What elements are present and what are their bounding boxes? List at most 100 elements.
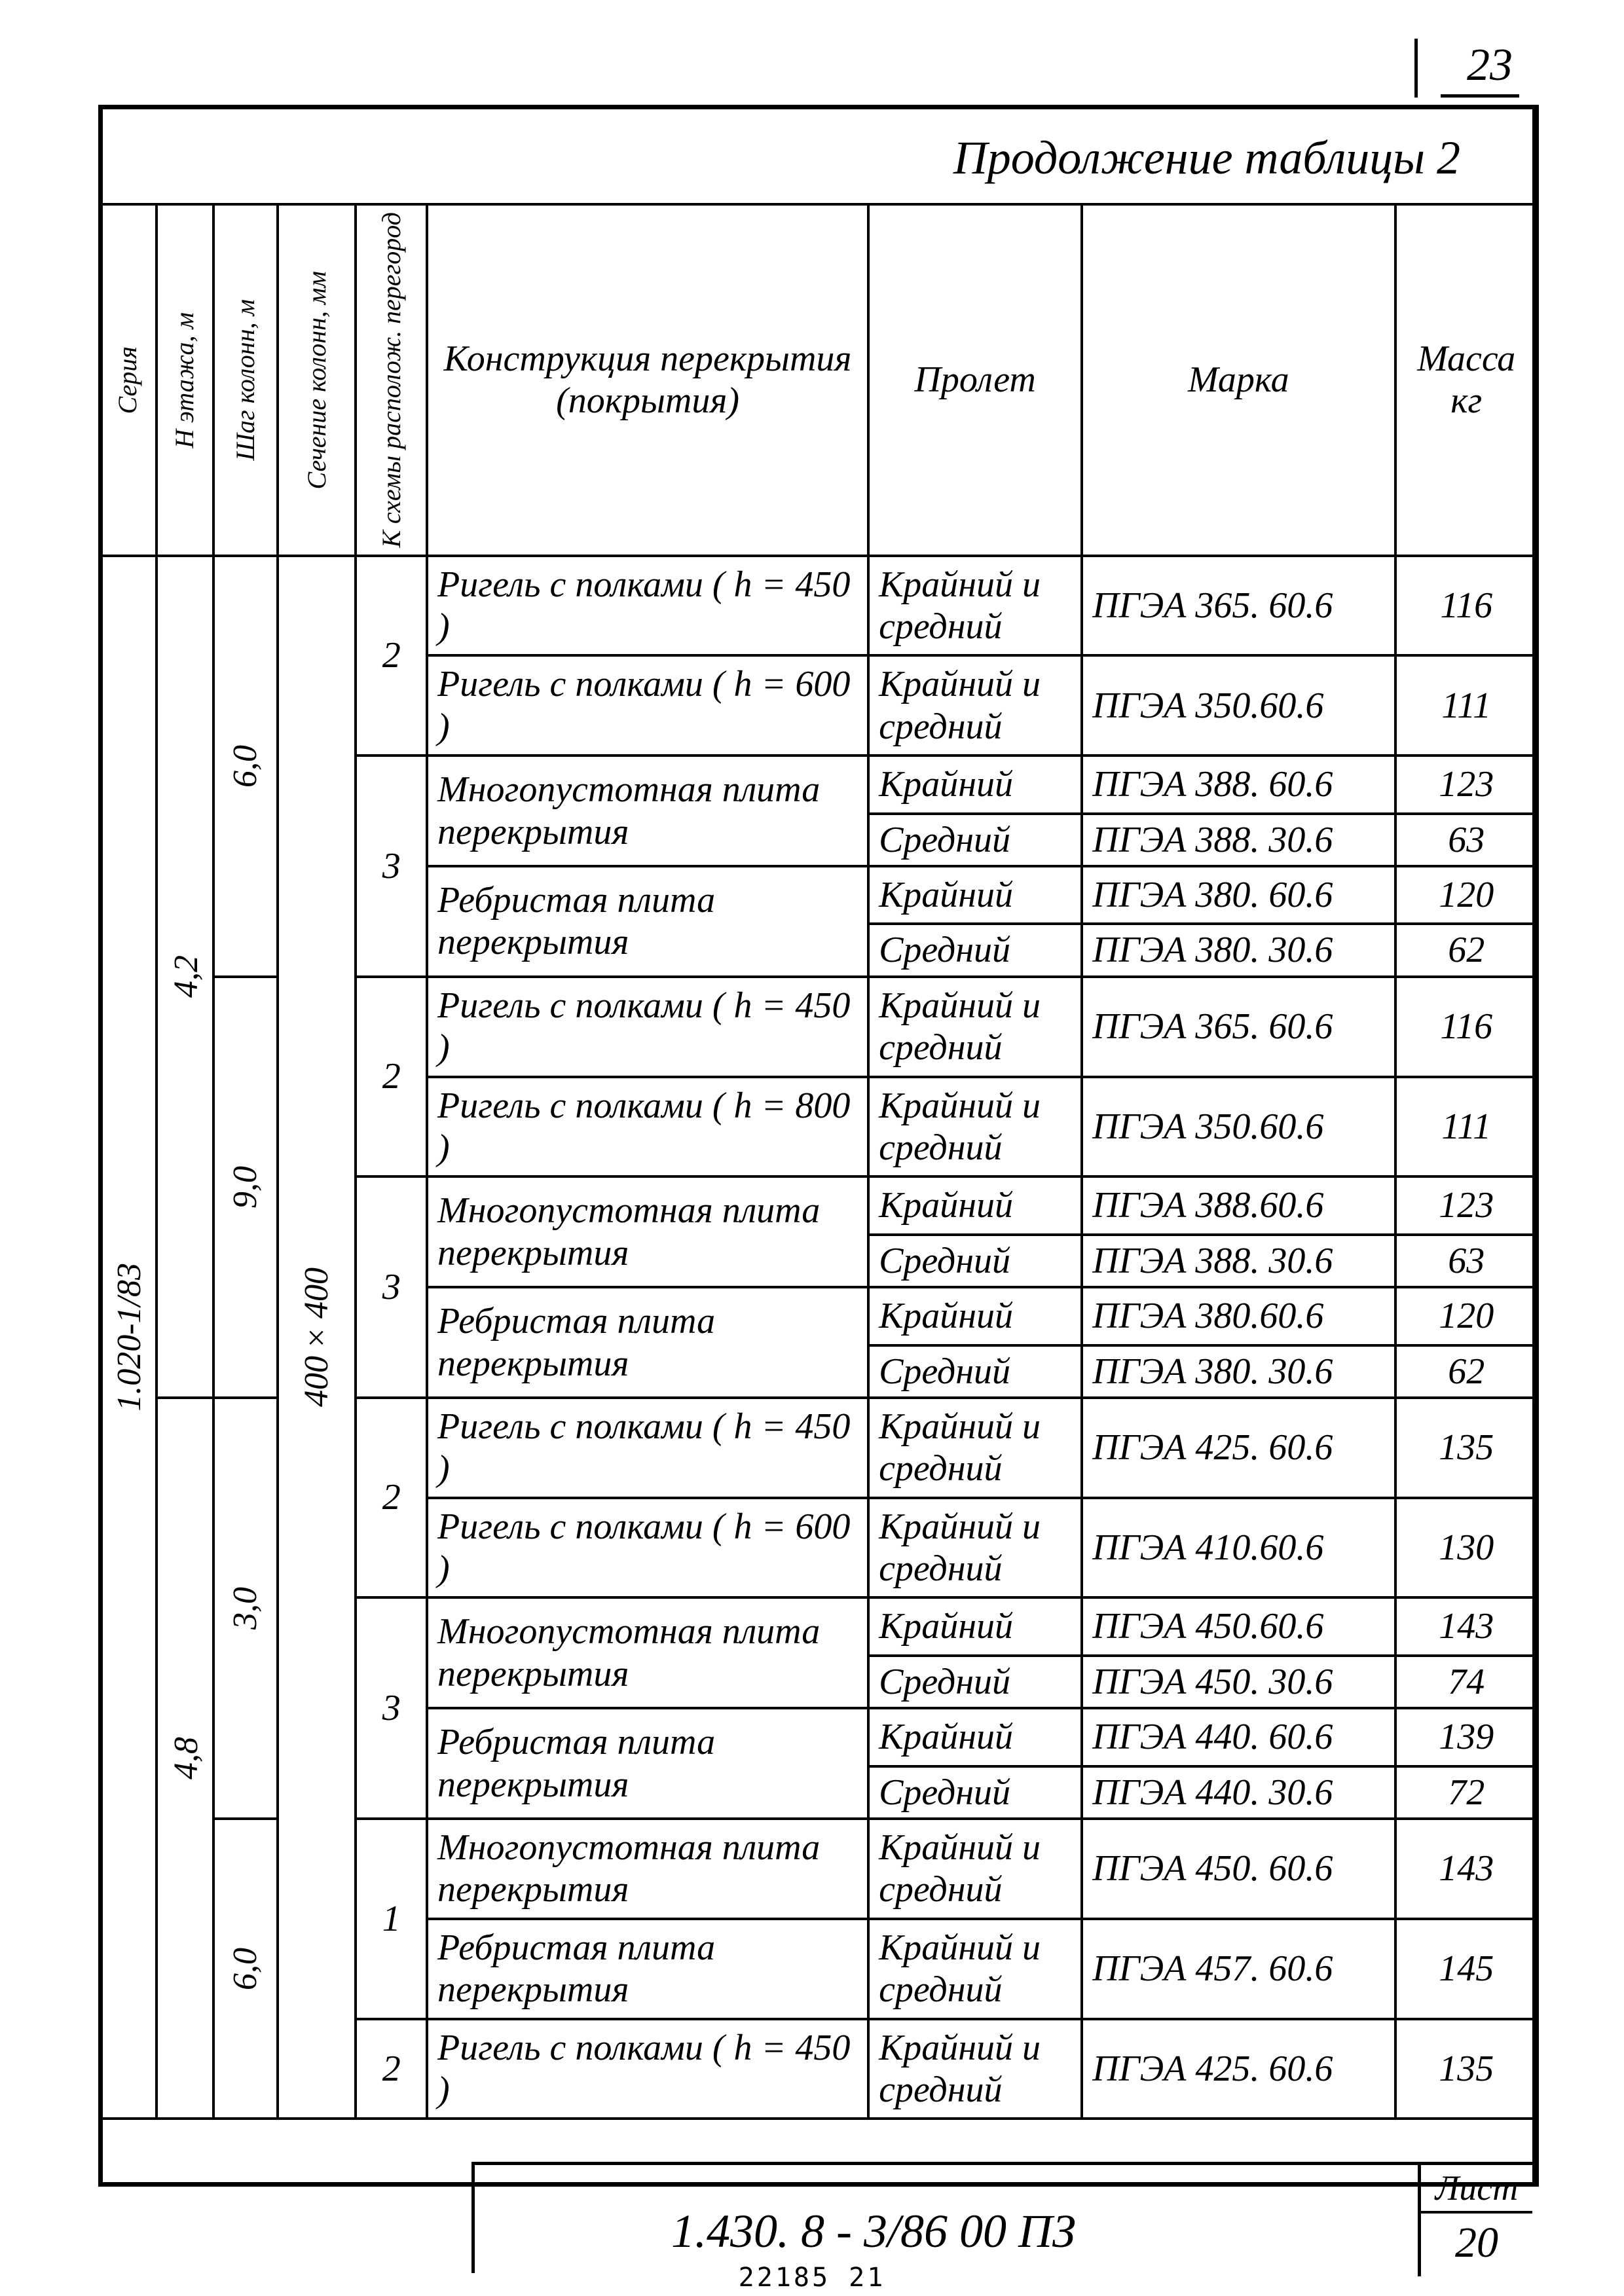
cell-mass: 63 — [1395, 814, 1538, 866]
cell-construction: Многопустотная плита перекрытия — [427, 756, 868, 866]
cell-construction: Ригель с полками ( h = 450 ) — [427, 556, 868, 656]
cell-span: Крайний — [868, 1597, 1082, 1655]
th-scheme: К схемы располож. перегород — [356, 204, 427, 556]
cell-mark: ПГЭА 365. 60.6 — [1082, 556, 1395, 656]
cell-mass: 63 — [1395, 1235, 1538, 1287]
cell-mass: 135 — [1395, 1398, 1538, 1498]
cell-span: Крайний и средний — [868, 1498, 1082, 1598]
cell-span: Крайний и средний — [868, 556, 1082, 656]
cell-span: Средний — [868, 924, 1082, 976]
th-construction: Конструкция перекрытия (покрытия) — [427, 204, 868, 556]
cell-shag: 6,0 — [213, 556, 278, 977]
cell-mark: ПГЭА 388.60.6 — [1082, 1176, 1395, 1234]
th-section: Сечение колонн, мм — [278, 204, 356, 556]
cell-mark: ПГЭА 450. 60.6 — [1082, 1819, 1395, 1919]
cell-mass: 145 — [1395, 1919, 1538, 2019]
cell-mark: ПГЭА 410.60.6 — [1082, 1498, 1395, 1598]
cell-scheme: 3 — [356, 756, 427, 977]
cell-construction: Ребристая плита перекрытия — [427, 1287, 868, 1398]
cell-scheme: 2 — [356, 977, 427, 1177]
cell-span: Крайний — [868, 756, 1082, 813]
cell-span: Крайний и средний — [868, 1077, 1082, 1177]
cell-mass: 143 — [1395, 1597, 1538, 1655]
page: 23 Продолжение таблицы 2 Серия Н этажа, … — [0, 0, 1624, 2296]
cell-mark: ПГЭА 380. 30.6 — [1082, 924, 1395, 976]
cell-construction: Ригель с полками ( h = 450 ) — [427, 1398, 868, 1498]
cell-shag: 9,0 — [213, 977, 278, 1398]
cell-span: Крайний и средний — [868, 2019, 1082, 2119]
cell-construction: Многопустотная плита перекрытия — [427, 1597, 868, 1708]
title-block: 1.430. 8 - 3/86 00 ПЗ Лист 20 — [471, 2162, 1532, 2273]
cell-span: Крайний и средний — [868, 655, 1082, 756]
cell-etazh: 4,8 — [157, 1398, 213, 2119]
cell-span: Крайний — [868, 1708, 1082, 1766]
cell-mark: ПГЭА 450.60.6 — [1082, 1597, 1395, 1655]
cell-scheme: 2 — [356, 1398, 427, 1598]
cell-scheme: 3 — [356, 1597, 427, 1819]
cell-shag: 3,0 — [213, 1398, 278, 1819]
cell-span: Крайний — [868, 866, 1082, 924]
cell-mark: ПГЭА 365. 60.6 — [1082, 977, 1395, 1077]
cell-scheme: 1 — [356, 1819, 427, 2019]
cell-construction: Ребристая плита перекрытия — [427, 1708, 868, 1819]
cell-mass: 116 — [1395, 977, 1538, 1077]
cell-scheme: 2 — [356, 556, 427, 756]
cell-construction: Ребристая плита перекрытия — [427, 1919, 868, 2019]
th-mass: Масса кг — [1395, 204, 1538, 556]
table-header-row: Серия Н этажа, м Шаг колонн, м Сечение к… — [100, 204, 1538, 556]
cell-span: Крайний — [868, 1176, 1082, 1234]
cell-mass: 120 — [1395, 1287, 1538, 1345]
document-number: 1.430. 8 - 3/86 00 ПЗ — [671, 2204, 1076, 2259]
cell-mass: 72 — [1395, 1766, 1538, 1819]
cell-mark: ПГЭА 388. 30.6 — [1082, 1235, 1395, 1287]
cell-etazh: 4,2 — [157, 556, 213, 1398]
cell-construction: Многопустотная плита перекрытия — [427, 1176, 868, 1287]
cell-mark: ПГЭА 350.60.6 — [1082, 1077, 1395, 1177]
cell-scheme: 3 — [356, 1176, 427, 1398]
cell-shag: 6,0 — [213, 1819, 278, 2119]
cell-scheme: 2 — [356, 2019, 427, 2119]
cell-section: 400×400 — [278, 556, 356, 2119]
cell-span: Средний — [868, 1766, 1082, 1819]
cell-construction: Ригель с полками ( h = 450 ) — [427, 2019, 868, 2119]
cell-construction: Ребристая плита перекрытия — [427, 866, 868, 977]
cell-mass: 123 — [1395, 756, 1538, 813]
cell-mass: 139 — [1395, 1708, 1538, 1766]
cell-span: Крайний — [868, 1287, 1082, 1345]
table-row: 1.020-1/834,26,0400×4002Ригель с полками… — [100, 556, 1538, 656]
cell-mark: ПГЭА 388. 30.6 — [1082, 814, 1395, 866]
cell-mark: ПГЭА 388. 60.6 — [1082, 756, 1395, 813]
cell-mark: ПГЭА 440. 30.6 — [1082, 1766, 1395, 1819]
cell-mass: 74 — [1395, 1656, 1538, 1708]
sheet-box: Лист 20 — [1418, 2165, 1532, 2276]
cell-mass: 135 — [1395, 2019, 1538, 2119]
cell-span: Крайний и средний — [868, 1398, 1082, 1498]
corner-page-number: 23 — [1441, 39, 1519, 98]
cell-span: Крайний и средний — [868, 1819, 1082, 1919]
cell-span: Средний — [868, 1235, 1082, 1287]
cell-mark: ПГЭА 425. 60.6 — [1082, 1398, 1395, 1498]
cell-span: Средний — [868, 814, 1082, 866]
cell-mass: 116 — [1395, 556, 1538, 656]
sheet-number: 20 — [1421, 2214, 1532, 2272]
cell-mark: ПГЭА 425. 60.6 — [1082, 2019, 1395, 2119]
cell-mass: 120 — [1395, 866, 1538, 924]
cell-mass: 111 — [1395, 1077, 1538, 1177]
cell-construction: Ригель с полками ( h = 600 ) — [427, 1498, 868, 1598]
th-span: Пролет — [868, 204, 1082, 556]
cell-mark: ПГЭА 380.60.6 — [1082, 1287, 1395, 1345]
footer-code: 22185 21 — [739, 2263, 886, 2293]
table-continuation-title: Продолжение таблицы 2 — [953, 131, 1460, 185]
cell-mass: 111 — [1395, 655, 1538, 756]
cell-mark: ПГЭА 350.60.6 — [1082, 655, 1395, 756]
cell-mark: ПГЭА 440. 60.6 — [1082, 1708, 1395, 1766]
cell-mass: 62 — [1395, 924, 1538, 976]
cell-span: Средний — [868, 1656, 1082, 1708]
cell-span: Крайний и средний — [868, 1919, 1082, 2019]
th-etazh: Н этажа, м — [157, 204, 213, 556]
th-seria: Серия — [100, 204, 157, 556]
cell-construction: Ригель с полками ( h = 600 ) — [427, 655, 868, 756]
cell-construction: Ригель с полками ( h = 450 ) — [427, 977, 868, 1077]
cell-mark: ПГЭА 380. 30.6 — [1082, 1345, 1395, 1398]
cell-span: Крайний и средний — [868, 977, 1082, 1077]
